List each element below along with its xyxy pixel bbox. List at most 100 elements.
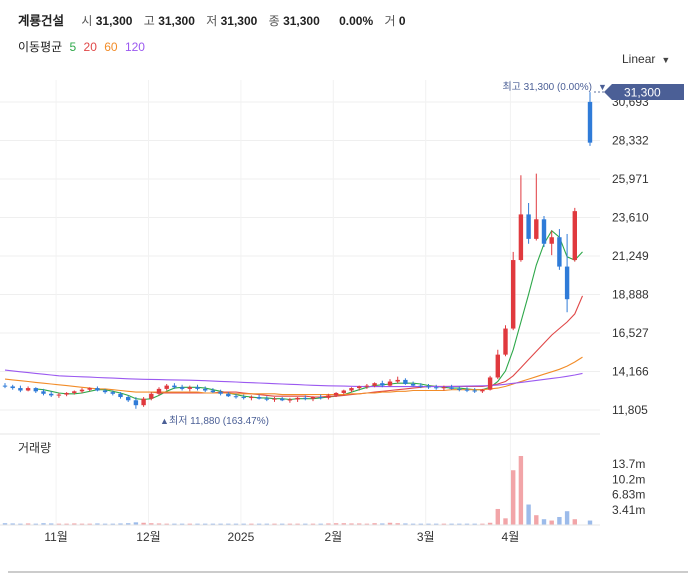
candle	[480, 388, 485, 393]
candle	[256, 394, 262, 400]
candle	[395, 376, 400, 384]
volume-bar	[318, 523, 323, 525]
volume-bar	[457, 523, 462, 525]
volume-bar	[49, 523, 54, 525]
volume-bar	[495, 508, 500, 525]
low-label: 저	[206, 14, 218, 28]
price-tick-label: 11,805	[612, 403, 648, 417]
price-tick-label: 14,166	[612, 365, 649, 379]
volume-bar	[418, 523, 423, 525]
volume-bar	[295, 523, 300, 525]
volume-bar	[403, 523, 408, 525]
volume-bar	[549, 520, 554, 525]
candle	[72, 390, 77, 395]
candle	[179, 384, 185, 391]
volume-bar	[380, 523, 385, 525]
scale-label: Linear	[622, 52, 656, 66]
volume-bar	[264, 523, 269, 525]
candle	[249, 395, 254, 401]
candle	[110, 390, 115, 396]
volume-tick-label: 13.7m	[612, 457, 645, 471]
volume-bar	[449, 523, 454, 525]
ma-legend-120[interactable]: 120	[124, 40, 145, 54]
volume-bar	[287, 523, 293, 525]
candle	[25, 386, 31, 392]
candle	[156, 387, 162, 396]
volume-bar	[156, 523, 162, 525]
candle	[487, 375, 493, 391]
volume-bar	[357, 523, 362, 525]
volume-label: 거	[384, 14, 396, 28]
high-annotation: 최고 31,300 (0.00%)	[502, 81, 592, 93]
volume-bar	[233, 523, 239, 525]
current-price-label: 31,300	[624, 86, 661, 100]
volume-bar	[164, 523, 169, 525]
candle	[49, 391, 54, 398]
price-axis: 30,69328,33225,97123,61021,24918,88816,5…	[612, 95, 649, 417]
volume-bar	[410, 523, 416, 525]
volume-bar	[256, 523, 262, 525]
scale-toggle-button[interactable]: Linear ▼	[622, 52, 670, 66]
volume-bar	[249, 523, 254, 525]
candle	[541, 216, 547, 248]
candle	[226, 392, 231, 398]
candle	[18, 385, 23, 393]
candle	[303, 395, 308, 401]
candle	[33, 387, 38, 393]
volume-bar	[480, 523, 485, 525]
volume-bar	[434, 523, 439, 525]
ma-legend-5[interactable]: 5	[69, 40, 77, 54]
volume-bar	[572, 519, 577, 525]
candle	[41, 388, 46, 396]
candle	[56, 392, 62, 398]
candle	[457, 386, 462, 392]
volume-bar	[210, 523, 216, 525]
volume-tick-label: 6.83m	[612, 488, 645, 502]
candle	[472, 388, 477, 393]
candle	[410, 381, 416, 387]
volume-bar	[56, 523, 62, 525]
time-tick-label: 4월	[502, 530, 520, 544]
volume-bar	[102, 523, 108, 525]
candle	[564, 233, 570, 313]
candle	[187, 385, 192, 392]
low-marker-icon: ▲	[160, 416, 169, 426]
ma-line-120	[4, 369, 583, 388]
volume-bar	[310, 523, 316, 525]
ma-line-20	[151, 295, 584, 398]
volume-tick-label: 3.41m	[612, 503, 645, 517]
price-tick-label: 28,332	[612, 134, 649, 148]
ma-legend-60[interactable]: 60	[104, 40, 118, 54]
volume-bar	[464, 523, 470, 525]
volume-bar	[133, 522, 139, 525]
candle	[364, 383, 370, 389]
volume-bar	[526, 504, 531, 525]
open-value: 31,300	[95, 14, 133, 28]
candle	[333, 392, 339, 398]
volume-bar	[333, 523, 339, 525]
candle	[341, 389, 346, 395]
price-tick-label: 21,249	[612, 249, 649, 263]
volume-bar	[487, 522, 493, 525]
candle	[557, 229, 562, 270]
candle	[2, 383, 8, 389]
volume-bar	[395, 523, 400, 525]
volume-bar	[226, 523, 231, 525]
candle	[357, 385, 362, 391]
volume-bar	[126, 523, 131, 525]
ma-legend-20[interactable]: 20	[83, 40, 97, 54]
candle	[534, 173, 539, 241]
candle	[210, 388, 216, 393]
volume-bar	[534, 515, 539, 525]
volume-bars	[2, 455, 593, 525]
volume-bar	[564, 511, 570, 525]
candle	[195, 384, 200, 391]
volume-bar	[203, 523, 208, 525]
price-tick-label: 25,971	[612, 172, 649, 186]
high-label: 고	[143, 14, 155, 28]
volume-bar	[541, 519, 547, 525]
volume-bar	[280, 523, 285, 525]
candle	[495, 349, 500, 380]
